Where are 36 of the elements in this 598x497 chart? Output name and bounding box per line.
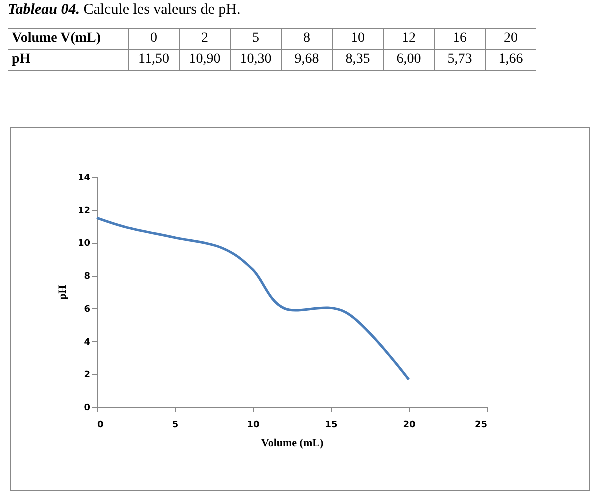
y-tick-label: 14 <box>78 174 90 184</box>
text: 2 <box>180 28 230 50</box>
y-tick-label: 4 <box>84 338 90 348</box>
x-axis-title: Volume (mL) <box>261 438 324 450</box>
text: 9,68 <box>282 50 332 70</box>
text: 8 <box>282 28 332 50</box>
text: 20 <box>486 28 536 50</box>
text: 5,73 <box>434 50 486 70</box>
text: 10,30 <box>230 50 282 70</box>
y-tick-label: 6 <box>84 304 90 315</box>
y-tick-label: 10 <box>78 239 90 250</box>
x-tick-label: 5 <box>172 420 179 430</box>
y-tick-label: 2 <box>84 370 90 381</box>
text: 6,00 <box>384 50 434 70</box>
x-tick-label: 25 <box>474 420 488 430</box>
y-tick-label: 8 <box>84 272 90 282</box>
y-tick-label: 12 <box>78 206 90 216</box>
text: 11,50 <box>128 50 180 70</box>
text: pH <box>8 50 128 70</box>
text: 5 <box>230 28 282 50</box>
text: 12 <box>384 28 434 50</box>
line-series <box>96 216 410 381</box>
x-tick-label: 20 <box>403 420 416 430</box>
text: 16 <box>434 28 486 50</box>
y-tick-label: 0 <box>84 404 90 414</box>
x-tick-label: 15 <box>325 420 338 430</box>
x-tick-label: 10 <box>247 420 260 430</box>
text: 10,90 <box>180 50 230 70</box>
text: 10 <box>332 28 384 50</box>
text: Volume V(mL) <box>8 28 128 50</box>
y-axis-title: pH <box>56 284 69 300</box>
text: 0 <box>128 28 180 50</box>
text: 1,66 <box>486 50 536 70</box>
text: Tableau 04. Calcule les valeurs de pH. <box>8 2 241 19</box>
x-tick-label: 0 <box>98 420 104 430</box>
text: 8,35 <box>332 50 384 70</box>
